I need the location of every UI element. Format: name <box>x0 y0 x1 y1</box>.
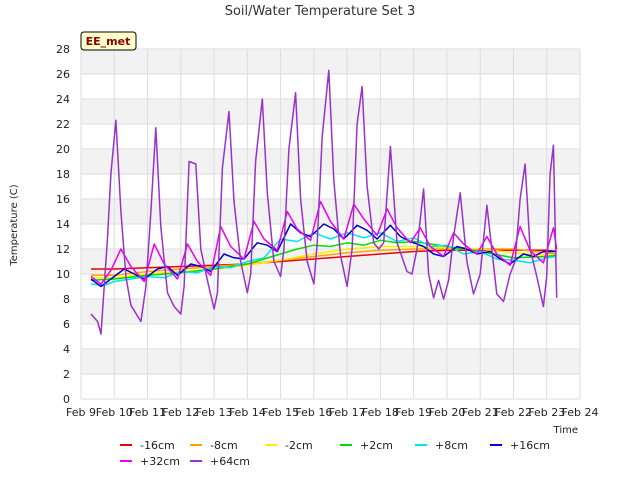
legend-label: +32cm <box>140 455 180 468</box>
x-tick-label: Feb 20 <box>428 406 465 419</box>
legend-label: +8cm <box>435 439 468 452</box>
x-tick-label: Feb 24 <box>562 406 599 419</box>
x-tick-label: Feb 19 <box>395 406 432 419</box>
y-tick-label: 12 <box>56 243 70 256</box>
grid-band <box>81 299 580 324</box>
x-tick-label: Feb 15 <box>262 406 299 419</box>
y-tick-label: 28 <box>56 43 70 56</box>
series-line-+64cm <box>90 69 558 335</box>
y-tick-label: 2 <box>63 368 70 381</box>
y-tick-label: 24 <box>56 93 70 106</box>
y-tick-label: 8 <box>63 293 70 306</box>
chart-title: Soil/Water Temperature Set 3 <box>225 4 416 19</box>
x-tick-label: Feb 9 <box>66 406 96 419</box>
y-tick-label: 22 <box>56 118 70 131</box>
x-axis-label: Time <box>553 425 578 436</box>
x-tick-label: Feb 22 <box>495 406 532 419</box>
grid-band <box>81 349 580 374</box>
y-tick-label: 6 <box>63 318 70 331</box>
legend-label: +2cm <box>360 439 393 452</box>
grid-band <box>81 149 580 174</box>
y-tick-label: 16 <box>56 193 70 206</box>
station-badge: EE_met <box>80 31 137 51</box>
legend-label: -8cm <box>210 439 238 452</box>
x-tick-label: Feb 21 <box>462 406 499 419</box>
y-tick-label: 18 <box>56 168 70 181</box>
y-tick-label: 4 <box>63 343 70 356</box>
grid-lines <box>80 48 581 400</box>
series-lines <box>90 69 558 335</box>
series-line-+32cm <box>90 200 558 285</box>
x-tick-label: Feb 18 <box>362 406 399 419</box>
y-tick-label: 10 <box>56 268 70 281</box>
x-tick-label: Feb 10 <box>96 406 133 419</box>
station-badge-text: EE_met <box>86 35 131 48</box>
legend: -16cm -8cm -2cm +2cm +8cm +16cm +32cm +64cm <box>120 439 550 468</box>
x-tick-label: Feb 13 <box>196 406 233 419</box>
y-tick-label: 26 <box>56 68 70 81</box>
y-tick-label: 0 <box>63 393 70 406</box>
y-tick-label: 20 <box>56 143 70 156</box>
legend-label: -16cm <box>140 439 175 452</box>
series-line--2cm <box>91 245 557 279</box>
y-tick-label: 14 <box>56 218 70 231</box>
x-tick-label: Feb 23 <box>528 406 565 419</box>
legend-label: +16cm <box>510 439 550 452</box>
x-tick-label: Feb 12 <box>162 406 199 419</box>
x-tick-label: Feb 11 <box>129 406 166 419</box>
legend-label: -2cm <box>285 439 313 452</box>
series-line--8cm <box>91 248 557 277</box>
x-tick-label: Feb 17 <box>329 406 366 419</box>
legend-label: +64cm <box>210 455 250 468</box>
y-axis-label: Temperature (C) <box>9 184 20 266</box>
x-tick-label: Feb 14 <box>229 406 266 419</box>
x-tick-label: Feb 16 <box>295 406 332 419</box>
grid-band <box>81 49 580 74</box>
